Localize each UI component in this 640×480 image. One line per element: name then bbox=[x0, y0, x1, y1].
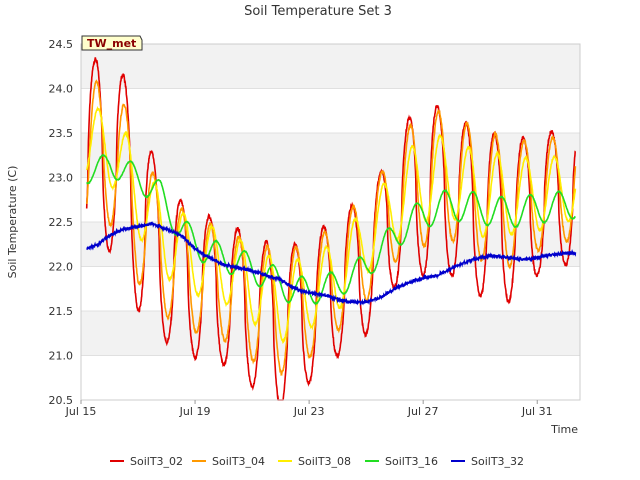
y-axis: 20.5 21.0 21.5 22.0 22.5 23.0 23.5 24.0 24.5 bbox=[49, 38, 74, 407]
badge-label: TW_met bbox=[87, 37, 136, 50]
y-tick-label: 23.5 bbox=[49, 127, 74, 140]
tw-met-badge: TW_met bbox=[81, 35, 143, 51]
legend-label: SoilT3_32 bbox=[471, 455, 524, 468]
y-tick-label: 21.0 bbox=[49, 350, 74, 363]
legend-label: SoilT3_04 bbox=[212, 455, 265, 468]
y-tick-label: 22.5 bbox=[49, 216, 74, 229]
y-tick-label: 24.0 bbox=[49, 83, 74, 96]
background-band bbox=[81, 44, 580, 89]
y-axis-label: Soil Temperature (C) bbox=[6, 166, 19, 279]
background-band bbox=[81, 177, 580, 222]
legend-label: SoilT3_02 bbox=[130, 455, 183, 468]
background-band bbox=[81, 311, 580, 356]
series-line-soilt3_32 bbox=[86, 221, 577, 306]
y-tick-label: 24.5 bbox=[49, 38, 74, 51]
background-band bbox=[81, 355, 580, 400]
x-axis-label: Time bbox=[550, 423, 578, 436]
x-tick-label: Jul 23 bbox=[293, 405, 325, 418]
y-tick-label: 23.0 bbox=[49, 172, 74, 185]
x-axis: Jul 15 Jul 19 Jul 23 Jul 27 Jul 31 bbox=[65, 400, 553, 418]
x-tick-label: Jul 31 bbox=[521, 405, 553, 418]
x-tick-label: Jul 27 bbox=[407, 405, 439, 418]
legend-label: SoilT3_08 bbox=[298, 455, 351, 468]
legend: SoilT3_02 SoilT3_04 SoilT3_08 SoilT3_16 Soil… bbox=[110, 455, 524, 468]
plot-frame bbox=[80, 43, 581, 401]
x-tick-label: Jul 19 bbox=[179, 405, 211, 418]
series-line-soilt3_16 bbox=[86, 153, 576, 305]
background-band bbox=[81, 88, 580, 133]
chart-title: Soil Temperature Set 3 bbox=[244, 4, 392, 19]
y-tick-label: 21.5 bbox=[49, 305, 74, 318]
legend-label: SoilT3_16 bbox=[385, 455, 438, 468]
badge-box bbox=[81, 35, 143, 51]
series-lines bbox=[85, 57, 577, 401]
y-tick-label: 20.5 bbox=[49, 394, 74, 407]
x-tick-label: Jul 15 bbox=[65, 405, 97, 418]
series-line-soilt3_08 bbox=[85, 105, 577, 345]
y-tick-label: 22.0 bbox=[49, 261, 74, 274]
